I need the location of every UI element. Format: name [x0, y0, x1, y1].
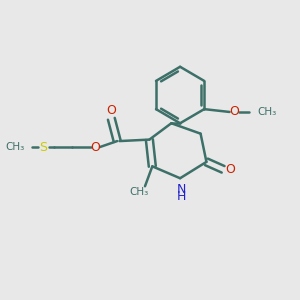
Text: CH₃: CH₃ — [5, 142, 24, 152]
Text: CH₃: CH₃ — [257, 107, 276, 117]
Text: H: H — [176, 190, 186, 203]
Text: O: O — [90, 140, 100, 154]
Text: O: O — [229, 106, 239, 118]
Text: N: N — [176, 183, 186, 196]
Text: O: O — [106, 104, 116, 117]
Text: S: S — [39, 140, 47, 154]
Text: O: O — [225, 163, 235, 176]
Text: CH₃: CH₃ — [130, 187, 149, 197]
